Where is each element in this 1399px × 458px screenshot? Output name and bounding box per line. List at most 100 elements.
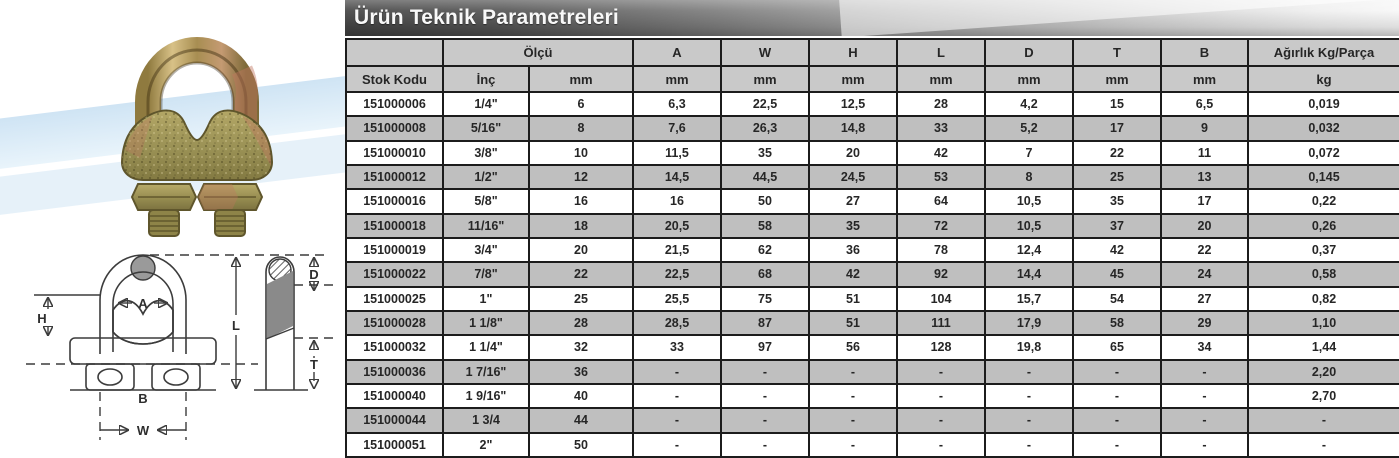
value-cell: 17,9 bbox=[984, 309, 1074, 337]
value-cell: 42 bbox=[896, 139, 986, 166]
header-unit-mm: mm bbox=[632, 65, 722, 93]
table-row: 151000008 5/16" 8 7,6 26,3 14,8 33 5,2 17 9 0,032 bbox=[345, 115, 1399, 142]
dim-label-h: H bbox=[37, 311, 46, 326]
table-row: 151000036 1 7/16" 36- - - - - - -2,20 bbox=[345, 358, 1399, 385]
value-cell: 44 bbox=[528, 407, 634, 434]
spec-table: Ölçü A W H L D T B Ağırlık Kg/Parça Stok… bbox=[345, 38, 1399, 458]
value-cell: - bbox=[896, 407, 986, 434]
value-cell: 3/8" bbox=[442, 139, 530, 166]
value-cell: 20 bbox=[808, 139, 898, 166]
value-cell: 5,2 bbox=[984, 115, 1074, 142]
header-dim-b: B bbox=[1160, 38, 1249, 67]
value-cell: 1,44 bbox=[1247, 334, 1399, 361]
value-cell: 5/16" bbox=[442, 115, 530, 142]
header-dim-h: H bbox=[808, 38, 898, 67]
value-cell: 18 bbox=[528, 212, 634, 239]
spec-table-body: 151000006 1/4" 6 6,3 22,5 12,5 28 4,2 15 6,5 0,019… bbox=[345, 90, 1399, 458]
value-cell: 62 bbox=[720, 236, 810, 264]
value-cell: 50 bbox=[720, 188, 810, 215]
value-cell: 1 1/8" bbox=[442, 309, 530, 337]
value-cell: 97 bbox=[720, 334, 810, 361]
value-cell: 0,22 bbox=[1247, 188, 1399, 215]
value-cell: 33 bbox=[896, 115, 986, 142]
value-cell: 54 bbox=[1072, 285, 1162, 312]
value-cell: 6,5 bbox=[1160, 90, 1249, 118]
dim-label-a: A bbox=[138, 296, 148, 311]
value-cell: - bbox=[984, 358, 1074, 385]
value-cell: 37 bbox=[1072, 212, 1162, 239]
value-cell: - bbox=[720, 431, 810, 458]
table-row: 151000019 3/4" 20 21,5 62 36 78 12,4 42 22 0,37 bbox=[345, 236, 1399, 264]
value-cell: 22 bbox=[1072, 139, 1162, 166]
value-cell: - bbox=[896, 382, 986, 410]
header-dim-t: T bbox=[1072, 38, 1162, 67]
value-cell: 1 1/4" bbox=[442, 334, 530, 361]
value-cell: 36 bbox=[808, 236, 898, 264]
value-cell: 0,82 bbox=[1247, 285, 1399, 312]
table-row: 151000044 1 3/4 44- - - - - - - - bbox=[345, 407, 1399, 434]
header-dim-d: D bbox=[984, 38, 1074, 67]
header-unit-mm: mm bbox=[984, 65, 1074, 93]
value-cell: 15 bbox=[1072, 90, 1162, 118]
value-cell: - bbox=[1072, 358, 1162, 385]
value-cell: 22,5 bbox=[632, 261, 722, 288]
value-cell: 128 bbox=[896, 334, 986, 361]
value-cell: 26,3 bbox=[720, 115, 810, 142]
value-cell: 42 bbox=[1072, 236, 1162, 264]
value-cell: - bbox=[632, 407, 722, 434]
value-cell: - bbox=[808, 382, 898, 410]
value-cell: 1 3/4 bbox=[442, 407, 530, 434]
value-cell: 87 bbox=[720, 309, 810, 337]
value-cell: - bbox=[808, 358, 898, 385]
stok-kodu-cell: 151000008 bbox=[345, 115, 444, 142]
dim-label-t: T bbox=[310, 357, 318, 372]
value-cell: 10 bbox=[528, 139, 634, 166]
value-cell: 58 bbox=[720, 212, 810, 239]
stok-kodu-cell: 151000010 bbox=[345, 139, 444, 166]
value-cell: 28,5 bbox=[632, 309, 722, 337]
value-cell: 21,5 bbox=[632, 236, 722, 264]
section-title: Ürün Teknik Parametreleri bbox=[354, 6, 619, 29]
value-cell: 20 bbox=[528, 236, 634, 264]
value-cell: 5/8" bbox=[442, 188, 530, 215]
value-cell: 25 bbox=[1072, 163, 1162, 191]
value-cell: 14,4 bbox=[984, 261, 1074, 288]
table-row: 151000032 1 1/4" 32 33 97 56 128 19,8 65 34 1,44 bbox=[345, 334, 1399, 361]
table-row: 151000006 1/4" 6 6,3 22,5 12,5 28 4,2 15 6,5 0,019 bbox=[345, 90, 1399, 118]
value-cell: - bbox=[984, 431, 1074, 458]
value-cell: 51 bbox=[808, 309, 898, 337]
header-dim-a: A bbox=[632, 38, 722, 67]
header-unit-mm: mm bbox=[720, 65, 810, 93]
value-cell: 1,10 bbox=[1247, 309, 1399, 337]
value-cell: - bbox=[1072, 382, 1162, 410]
stok-kodu-cell: 151000018 bbox=[345, 212, 444, 239]
value-cell: - bbox=[632, 431, 722, 458]
value-cell: 75 bbox=[720, 285, 810, 312]
stok-kodu-cell: 151000016 bbox=[345, 188, 444, 215]
value-cell: 0,37 bbox=[1247, 236, 1399, 264]
value-cell: 32 bbox=[528, 334, 634, 361]
value-cell: 29 bbox=[1160, 309, 1249, 337]
value-cell: 45 bbox=[1072, 261, 1162, 288]
header-weight: Ağırlık Kg/Parça bbox=[1247, 38, 1399, 67]
value-cell: - bbox=[1072, 431, 1162, 458]
value-cell: 24,5 bbox=[808, 163, 898, 191]
table-row: 151000018 11/16" 18 20,5 58 35 72 10,5 37 20 0,26 bbox=[345, 212, 1399, 239]
value-cell: 35 bbox=[720, 139, 810, 166]
dim-label-b: B bbox=[138, 391, 147, 406]
value-cell: 6,3 bbox=[632, 90, 722, 118]
stok-kodu-cell: 151000006 bbox=[345, 90, 444, 118]
value-cell: 2,70 bbox=[1247, 382, 1399, 410]
value-cell: 53 bbox=[896, 163, 986, 191]
value-cell: 104 bbox=[896, 285, 986, 312]
value-cell: 68 bbox=[720, 261, 810, 288]
value-cell: 27 bbox=[808, 188, 898, 215]
value-cell: 40 bbox=[528, 382, 634, 410]
value-cell: 56 bbox=[808, 334, 898, 361]
table-row: 151000040 1 9/16" 40- - - - - - -2,70 bbox=[345, 382, 1399, 410]
value-cell: 92 bbox=[896, 261, 986, 288]
value-cell: 58 bbox=[1072, 309, 1162, 337]
value-cell: 0,019 bbox=[1247, 90, 1399, 118]
value-cell: 51 bbox=[808, 285, 898, 312]
value-cell: 8 bbox=[528, 115, 634, 142]
